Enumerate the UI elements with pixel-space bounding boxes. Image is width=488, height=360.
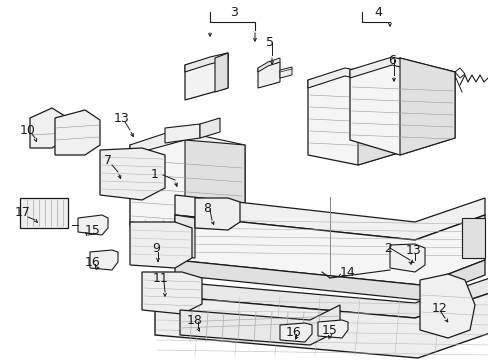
Polygon shape bbox=[349, 58, 454, 155]
Polygon shape bbox=[175, 215, 484, 285]
Text: 13: 13 bbox=[114, 112, 130, 125]
Polygon shape bbox=[349, 57, 454, 80]
Polygon shape bbox=[200, 118, 220, 138]
Polygon shape bbox=[164, 124, 200, 143]
Text: 9: 9 bbox=[152, 242, 160, 255]
Text: 15: 15 bbox=[85, 224, 101, 237]
Polygon shape bbox=[132, 222, 242, 247]
Polygon shape bbox=[55, 110, 100, 155]
Polygon shape bbox=[307, 70, 414, 165]
Polygon shape bbox=[155, 278, 488, 318]
Polygon shape bbox=[20, 198, 68, 228]
Text: 3: 3 bbox=[229, 5, 238, 18]
Polygon shape bbox=[357, 70, 414, 165]
Polygon shape bbox=[184, 53, 227, 72]
Polygon shape bbox=[90, 250, 118, 270]
Polygon shape bbox=[280, 67, 291, 78]
Polygon shape bbox=[142, 272, 202, 314]
Polygon shape bbox=[317, 320, 347, 338]
Text: 6: 6 bbox=[387, 54, 395, 67]
Text: 1: 1 bbox=[151, 168, 159, 181]
Polygon shape bbox=[419, 274, 474, 338]
Text: 14: 14 bbox=[340, 266, 355, 279]
Text: 5: 5 bbox=[265, 36, 273, 49]
Polygon shape bbox=[307, 68, 414, 90]
Text: 17: 17 bbox=[15, 207, 31, 220]
Polygon shape bbox=[184, 53, 227, 100]
Text: 18: 18 bbox=[187, 314, 203, 327]
Text: 7: 7 bbox=[104, 154, 112, 167]
Polygon shape bbox=[180, 305, 339, 345]
Polygon shape bbox=[258, 62, 280, 88]
Polygon shape bbox=[30, 108, 68, 148]
Text: 2: 2 bbox=[383, 242, 391, 255]
Polygon shape bbox=[155, 293, 488, 358]
Polygon shape bbox=[100, 148, 164, 200]
Polygon shape bbox=[175, 260, 484, 300]
Text: 11: 11 bbox=[153, 271, 168, 284]
Text: 16: 16 bbox=[85, 256, 101, 269]
Polygon shape bbox=[175, 215, 195, 258]
Polygon shape bbox=[195, 198, 240, 230]
Text: 8: 8 bbox=[203, 202, 210, 215]
Polygon shape bbox=[130, 130, 244, 155]
Polygon shape bbox=[130, 222, 192, 268]
Text: 15: 15 bbox=[322, 324, 337, 337]
Text: 16: 16 bbox=[285, 325, 301, 338]
Polygon shape bbox=[130, 140, 244, 240]
Polygon shape bbox=[215, 53, 227, 92]
Polygon shape bbox=[461, 218, 484, 258]
Polygon shape bbox=[258, 58, 280, 72]
Polygon shape bbox=[399, 58, 454, 155]
Polygon shape bbox=[280, 323, 311, 342]
Polygon shape bbox=[175, 195, 484, 240]
Polygon shape bbox=[78, 215, 108, 235]
Polygon shape bbox=[389, 244, 424, 272]
Text: 4: 4 bbox=[373, 5, 381, 18]
Text: 12: 12 bbox=[431, 302, 447, 315]
Text: 10: 10 bbox=[20, 123, 36, 136]
Text: 13: 13 bbox=[406, 243, 421, 256]
Polygon shape bbox=[184, 140, 244, 240]
